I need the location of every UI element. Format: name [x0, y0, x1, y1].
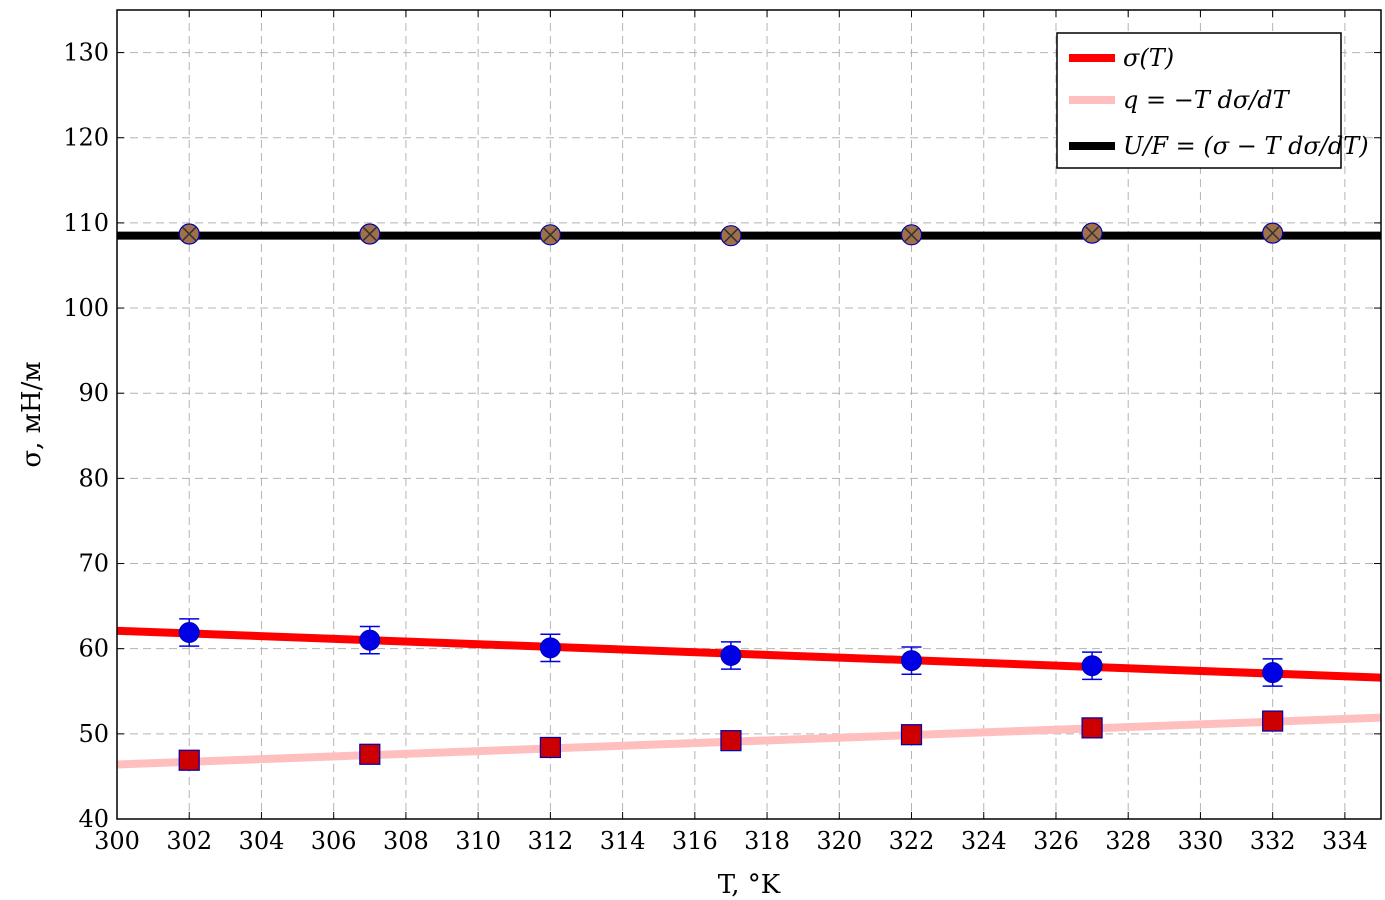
x-tick-label: 322 — [889, 827, 935, 855]
x-tick-label: 320 — [816, 827, 862, 855]
legend-label-sigma: σ(T) — [1123, 44, 1174, 72]
data-point-circle — [178, 622, 200, 644]
x-tick-label: 310 — [455, 827, 501, 855]
x-tick-label: 332 — [1250, 827, 1296, 855]
fit-line-1 — [116, 713, 1382, 769]
data-point-circle — [720, 644, 742, 666]
data-point-square — [539, 736, 561, 759]
y-tick-label: 120 — [63, 124, 109, 152]
y-tick-label: 50 — [78, 720, 109, 748]
x-axis-label: T, °K — [718, 870, 781, 900]
x-tick-label: 318 — [744, 827, 790, 855]
x-tick-label: 312 — [527, 827, 573, 855]
x-tick-label: 328 — [1105, 827, 1151, 855]
x-tick-label: 302 — [166, 827, 212, 855]
data-point-cross — [362, 226, 378, 242]
y-tick-label: 110 — [63, 209, 109, 237]
x-tick-label: 300 — [94, 827, 140, 855]
data-point-circle — [539, 637, 561, 659]
data-point-cross — [542, 227, 558, 243]
y-tick-label: 100 — [63, 294, 109, 322]
y-tick-label: 40 — [78, 805, 109, 833]
y-tick-label: 130 — [63, 39, 109, 67]
data-point-circle — [359, 629, 381, 651]
data-point-circle — [1262, 662, 1284, 684]
y-tick-label: 60 — [78, 635, 109, 663]
fit-line-0 — [116, 626, 1382, 682]
data-point-cross — [723, 228, 739, 244]
y-axis-label: σ, мН/м — [17, 361, 47, 467]
ticks: 300 302 304 306 308 310 312 314 316 318 320 322 324 3… — [63, 10, 1381, 855]
fit-lines — [116, 231, 1382, 769]
data-point-square — [359, 743, 381, 765]
x-tick-label: 316 — [672, 827, 718, 855]
x-tick-label: 314 — [600, 827, 646, 855]
legend: σ(T) q = −T dσ/dT U/F = (σ − T dσ/dT) — [1056, 32, 1369, 169]
data-point-circle — [1081, 655, 1103, 677]
data-point-circle — [901, 650, 923, 672]
x-tick-label: 306 — [311, 827, 357, 855]
data-point-square — [1081, 717, 1103, 739]
data-point-square — [1262, 710, 1284, 732]
y-tick-label: 90 — [78, 379, 109, 407]
data-point-cross — [903, 227, 920, 243]
data-point-cross — [181, 226, 197, 242]
data-point-cross — [1084, 225, 1100, 241]
data-point-square — [178, 749, 200, 771]
data-point-square — [720, 730, 742, 752]
data-point-cross — [1265, 225, 1281, 241]
legend-label-uf: U/F = (σ − T dσ/dT) — [1123, 132, 1369, 160]
x-tick-label: 330 — [1178, 827, 1224, 855]
legend-label-q: q = −T dσ/dT — [1123, 86, 1291, 114]
y-tick-label: 80 — [78, 464, 109, 492]
x-tick-label: 334 — [1322, 827, 1368, 855]
data-point-square — [900, 724, 923, 746]
y-tick-label: 70 — [78, 550, 109, 578]
plot-frame — [116, 9, 1382, 820]
markers — [178, 222, 1284, 771]
x-tick-label: 308 — [383, 827, 429, 855]
x-tick-label: 324 — [961, 827, 1007, 855]
x-tick-label: 304 — [239, 827, 285, 855]
x-tick-label: 326 — [1033, 827, 1079, 855]
